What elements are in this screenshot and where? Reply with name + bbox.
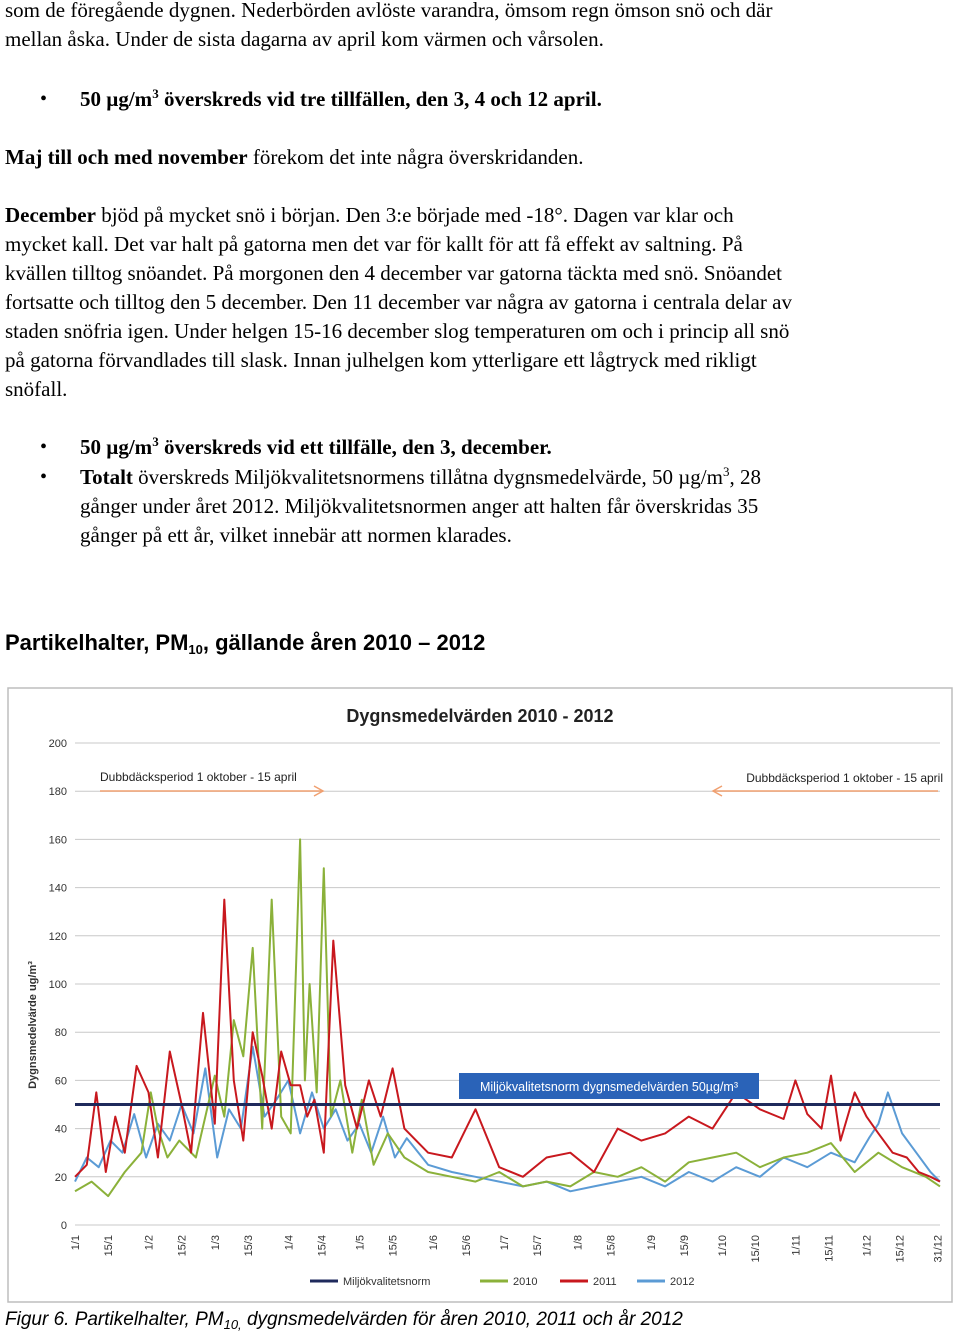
figure-caption: Figur 6. Partikelhalter, PM10, dygnsmede…	[5, 1309, 683, 1332]
x-tick-label: 15/7	[532, 1235, 544, 1256]
legend-label: 2011	[593, 1276, 617, 1288]
y-axis-label: Dygnsmedelvärde ug/m³	[27, 961, 39, 1089]
x-tick-label: 1/11	[790, 1235, 802, 1256]
x-tick-label: 1/9	[646, 1235, 658, 1250]
x-tick-label: 1/12	[862, 1235, 874, 1256]
bullet-december-exceedance: 50 µg/m3 överskreds vid ett tillfälle, d…	[80, 434, 552, 459]
norm-label-box	[459, 1073, 759, 1099]
stud-period-label-left: Dubbdäcksperiod 1 oktober - 15 april	[100, 770, 297, 784]
stud-period-label-right: Dubbdäcksperiod 1 oktober - 15 april	[746, 771, 943, 785]
bullet-marker: •	[40, 88, 48, 110]
y-tick-label: 200	[49, 738, 67, 750]
annotations: Dubbdäcksperiod 1 oktober - 15 april Dub…	[100, 770, 943, 1099]
y-tick-label: 160	[49, 834, 67, 846]
x-tick-label: 15/9	[679, 1235, 691, 1256]
y-tick-label: 40	[55, 1124, 67, 1136]
x-tick-label: 1/1	[70, 1235, 82, 1250]
legend-label: 2010	[513, 1276, 537, 1288]
text-line: mellan åska. Under de sista dagarna av a…	[5, 27, 604, 51]
y-tick-label: 0	[61, 1220, 67, 1232]
x-tick-label: 15/5	[388, 1235, 400, 1256]
paragraph-december: December bjöd på mycket snö i början. De…	[5, 203, 792, 401]
series-lines	[74, 838, 941, 1198]
y-tick-label: 80	[55, 1027, 67, 1039]
chart-border	[7, 687, 953, 1303]
y-tick-label: 60	[55, 1075, 67, 1087]
text-line: som de föregående dygnen. Nederbörden av…	[5, 0, 773, 22]
bullet-marker: •	[40, 436, 48, 458]
arrow-head-icon	[313, 785, 325, 797]
y-tick-label: 100	[49, 979, 67, 991]
chart-background	[5, 685, 955, 1305]
x-tick-label: 15/4	[316, 1235, 328, 1256]
y-tick-label: 140	[49, 883, 67, 895]
paragraph-may-november: Maj till och med november förekom det in…	[5, 145, 584, 169]
pm10-line-chart: Dygnsmedelvärden 2010 - 2012 Dygnsmedelv…	[5, 685, 955, 1305]
norm-label: Miljökvalitetsnorm dygnsmedelvärden 50µg…	[480, 1080, 738, 1094]
y-tick-label: 120	[49, 931, 67, 943]
bullet-marker: •	[40, 466, 48, 488]
x-tick-label: 1/6	[428, 1235, 440, 1250]
x-tick-label: 1/3	[210, 1235, 222, 1250]
x-tick-label: 1/5	[354, 1235, 366, 1250]
x-tick-label: 15/2	[177, 1235, 189, 1256]
x-tick-label: 15/11	[824, 1235, 836, 1262]
x-tick-label: 15/10	[750, 1235, 762, 1263]
x-tick-label: 15/3	[243, 1235, 255, 1256]
bullet-total-summary: Totalt överskreds Miljökvalitetsnormens …	[80, 464, 761, 547]
legend-label: Miljökvalitetsnorm	[343, 1276, 430, 1288]
x-tick-label: 1/2	[143, 1235, 155, 1250]
x-tick-label: 15/8	[606, 1235, 618, 1256]
paragraph-april-continued: som de föregående dygnen. Nederbörden av…	[5, 0, 955, 54]
bullet-april-exceedances: 50 µg/m3 överskreds vid tre tillfällen, …	[80, 86, 602, 111]
legend: Miljökvalitetsnorm 2010 2011 2012	[310, 1276, 694, 1288]
x-tick-label: 1/8	[572, 1235, 584, 1250]
y-tick-label: 180	[49, 786, 67, 798]
arrow-head-icon	[711, 785, 723, 797]
y-tick-label: 20	[55, 1172, 67, 1184]
x-tick-label: 1/10	[717, 1235, 729, 1256]
x-tick-label: 15/1	[103, 1235, 115, 1256]
x-tick-label: 1/4	[283, 1235, 295, 1250]
legend-label: 2012	[670, 1276, 694, 1288]
x-tick-label: 15/6	[461, 1235, 473, 1256]
y-tick-labels: 0 20 40 60 80 100 120 140 160 180 200	[49, 738, 67, 1232]
x-tick-label: 1/7	[499, 1235, 511, 1250]
chart-title: Dygnsmedelvärden 2010 - 2012	[346, 706, 613, 726]
section-heading: Partikelhalter, PM10, gällande åren 2010…	[5, 630, 486, 657]
x-tick-labels: 1/1 15/1 1/2 15/2 1/3 15/3 1/4 15/4 1/5 15/5 1/6 15…	[70, 1235, 945, 1263]
series-line-2011	[74, 898, 941, 1183]
x-tick-label: 15/12	[895, 1235, 907, 1263]
x-tick-label: 31/12	[933, 1235, 945, 1263]
